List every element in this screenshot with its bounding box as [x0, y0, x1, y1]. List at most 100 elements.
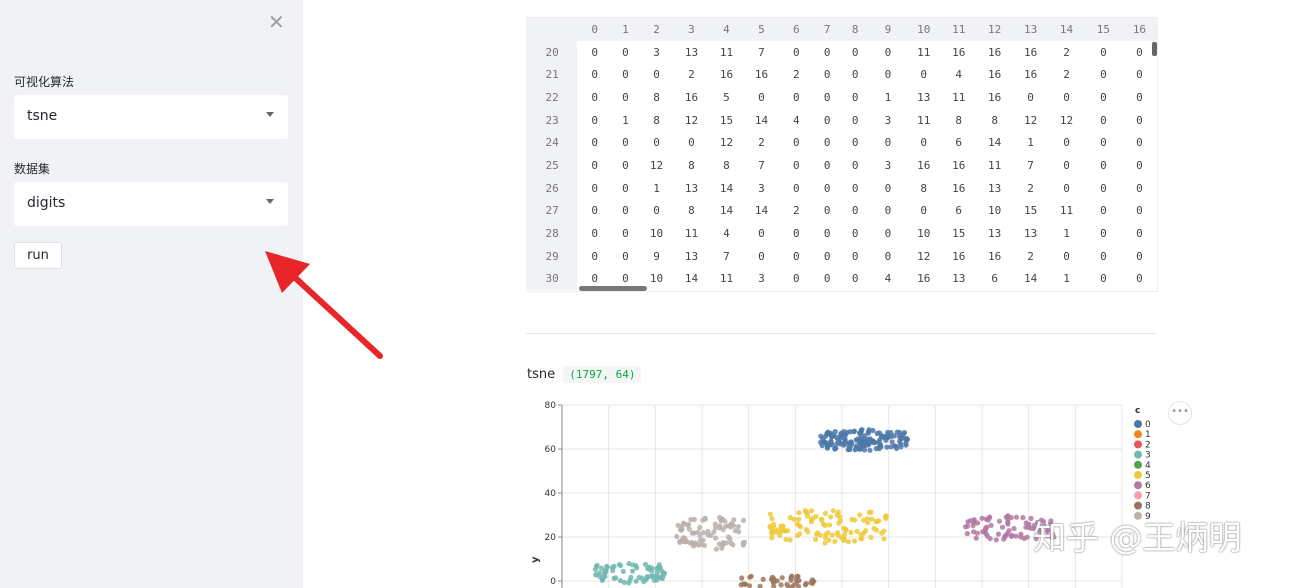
table-cell[interactable]: 14 [1023, 272, 1038, 286]
table-cell[interactable]: 0 [591, 204, 598, 218]
table-cell[interactable]: 0 [1100, 68, 1107, 82]
table-cell[interactable]: 0 [1100, 227, 1107, 241]
table-cell[interactable]: 0 [823, 227, 831, 241]
table-cell[interactable]: 0 [851, 272, 859, 286]
dataset-select[interactable]: digits [14, 182, 288, 226]
table-cell[interactable]: 16 [754, 68, 769, 82]
table-cell[interactable]: 3 [653, 45, 660, 59]
column-header[interactable]: 0 [577, 18, 612, 41]
table-cell[interactable]: 0 [823, 113, 831, 127]
table-cell[interactable]: 0 [851, 68, 859, 82]
table-cell[interactable]: 14 [754, 204, 769, 218]
column-header[interactable]: 14 [1048, 18, 1085, 41]
table-cell[interactable]: 0 [851, 181, 859, 195]
table-cell[interactable]: 14 [719, 204, 734, 218]
table-cell[interactable]: 1 [653, 181, 660, 195]
table-cell[interactable]: 0 [792, 181, 800, 195]
table-cell[interactable]: 6 [991, 272, 998, 286]
table-cell[interactable]: 16 [1023, 68, 1038, 82]
table-cell[interactable]: 2 [1063, 45, 1070, 59]
table-cell[interactable]: 0 [591, 227, 598, 241]
table-cell[interactable]: 2 [1027, 249, 1034, 263]
table-cell[interactable]: 12 [1023, 113, 1038, 127]
table-cell[interactable]: 2 [1027, 181, 1034, 195]
table-cell[interactable]: 7 [758, 158, 765, 172]
table-cell[interactable]: 16 [684, 90, 699, 104]
close-icon[interactable]: ✕ [268, 10, 285, 34]
table-cell[interactable]: 0 [1063, 249, 1070, 263]
table-cell[interactable]: 0 [622, 90, 629, 104]
column-header[interactable]: 16 [1121, 18, 1157, 41]
column-header[interactable]: 13 [1013, 18, 1049, 41]
table-cell[interactable]: 11 [719, 272, 734, 286]
table-cell[interactable]: 11 [988, 158, 1002, 172]
table-cell[interactable]: 0 [792, 90, 800, 104]
table-cell[interactable]: 14 [719, 181, 734, 195]
table-cell[interactable]: 0 [823, 90, 831, 104]
column-header[interactable]: 15 [1084, 18, 1122, 41]
table-cell[interactable]: 11 [917, 45, 931, 59]
table-cell[interactable]: 13 [684, 45, 699, 59]
table-cell[interactable]: 6 [955, 136, 963, 150]
table-cell[interactable]: 14 [754, 113, 769, 127]
table-cell[interactable]: 0 [1136, 227, 1143, 241]
table-cell[interactable]: 0 [1136, 113, 1143, 127]
table-cell[interactable]: 0 [688, 136, 695, 150]
table-cell[interactable]: 8 [688, 204, 695, 218]
table-cell[interactable]: 15 [952, 227, 966, 241]
column-header[interactable]: 2 [639, 18, 674, 41]
table-cell[interactable]: 0 [792, 272, 800, 286]
table-cell[interactable]: 16 [952, 181, 966, 195]
table-cell[interactable]: 6 [955, 204, 963, 218]
table-cell[interactable]: 1 [1063, 227, 1070, 241]
horizontal-scrollbar[interactable] [579, 286, 647, 291]
table-cell[interactable]: 0 [653, 68, 660, 82]
table-cell[interactable]: 0 [1100, 158, 1107, 172]
table-cell[interactable]: 0 [622, 45, 629, 59]
table-cell[interactable]: 0 [823, 249, 831, 263]
table-cell[interactable]: 0 [591, 181, 598, 195]
table-cell[interactable]: 4 [955, 68, 963, 82]
table-cell[interactable]: 2 [758, 136, 765, 150]
table-cell[interactable]: 0 [851, 204, 859, 218]
table-cell[interactable]: 0 [622, 136, 629, 150]
more-options-icon[interactable]: ••• [1168, 401, 1192, 425]
table-cell[interactable]: 11 [719, 45, 734, 59]
table-cell[interactable]: 0 [591, 249, 598, 263]
table-cell[interactable]: 0 [1136, 45, 1143, 59]
table-cell[interactable]: 12 [1059, 113, 1074, 127]
table-cell[interactable]: 0 [920, 204, 928, 218]
table-cell[interactable]: 0 [851, 136, 859, 150]
table-cell[interactable]: 0 [1063, 181, 1070, 195]
table-cell[interactable]: 13 [952, 272, 966, 286]
dataframe-table[interactable]: 0 1 2 3 4 5 6 7 8 9 10 11 12 13 14 15 16 20 0 0 3 13 11 7 0 0 0 0 11… [526, 17, 1158, 292]
table-cell[interactable]: 16 [1023, 45, 1038, 59]
column-header[interactable]: 1 [611, 18, 640, 41]
table-cell[interactable]: 11 [1059, 204, 1074, 218]
table-cell[interactable]: 7 [1027, 158, 1034, 172]
table-cell[interactable]: 0 [1136, 90, 1143, 104]
table-cell[interactable]: 13 [988, 181, 1002, 195]
table-cell[interactable]: 4 [884, 272, 892, 286]
table-cell[interactable]: 0 [1100, 204, 1107, 218]
table-cell[interactable]: 15 [719, 113, 734, 127]
table-cell[interactable]: 1 [1063, 272, 1070, 286]
table-cell[interactable]: 0 [1063, 136, 1070, 150]
table-cell[interactable]: 0 [1136, 136, 1143, 150]
table-cell[interactable]: 0 [591, 272, 598, 286]
table-cell[interactable]: 8 [955, 113, 963, 127]
column-header[interactable]: 10 [906, 18, 942, 41]
table-cell[interactable]: 3 [884, 158, 892, 172]
table-cell[interactable]: 16 [719, 68, 734, 82]
table-cell[interactable]: 4 [723, 227, 730, 241]
table-cell[interactable]: 9 [653, 249, 660, 263]
table-cell[interactable]: 0 [884, 204, 892, 218]
table-cell[interactable]: 16 [917, 158, 931, 172]
vertical-scrollbar[interactable] [1152, 42, 1157, 56]
table-cell[interactable]: 0 [823, 45, 831, 59]
table-cell[interactable]: 0 [884, 181, 892, 195]
table-cell[interactable]: 16 [952, 249, 966, 263]
table-cell[interactable]: 0 [851, 158, 859, 172]
table-cell[interactable]: 7 [723, 249, 730, 263]
table-cell[interactable]: 0 [591, 45, 598, 59]
